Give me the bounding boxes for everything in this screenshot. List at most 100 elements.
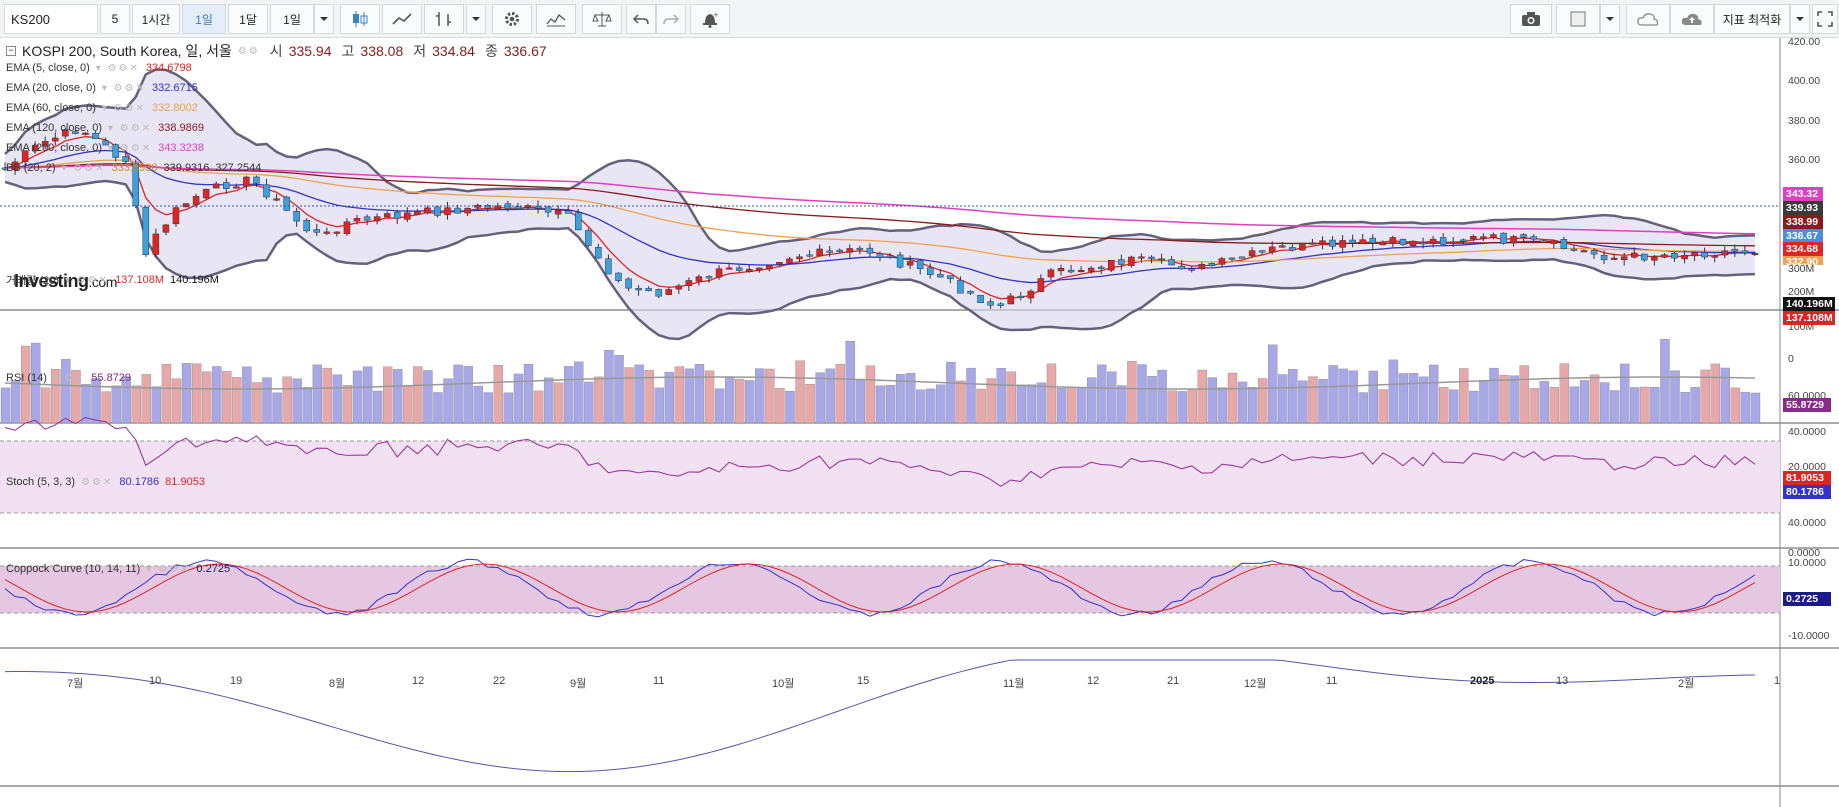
compare-button[interactable] <box>582 4 622 34</box>
candle-body <box>595 247 602 259</box>
settings-button[interactable] <box>492 4 532 34</box>
volume-bar <box>654 387 664 424</box>
rsi-legend[interactable]: RSI (14) ⚙⚙✕ 55.8729 <box>6 372 131 384</box>
legend-controls-icon[interactable]: ⚙⚙ <box>237 45 260 57</box>
bb-legend[interactable]: BB (20, 2) ▾ ⚙⚙✕ 333.5930 339.9316 327.25… <box>6 162 261 174</box>
volume-bar <box>1358 392 1368 424</box>
candle-body <box>1721 250 1729 256</box>
volume-bar <box>1408 373 1419 424</box>
ema5-legend[interactable]: EMA (5, close, 0) ▾ ⚙⚙✕ 334.6798 <box>6 62 192 74</box>
volume-legend[interactable]: 거래량 (20) ▾ ⚙⚙✕ 137.108M 140.196M <box>6 272 219 288</box>
volume-value: 140.196M <box>170 274 219 286</box>
legend-controls-icon[interactable]: ▾ ⚙⚙✕ <box>108 122 153 134</box>
chart-canvas[interactable] <box>0 38 1839 807</box>
ema200-legend[interactable]: EMA (200, close, 0) ▾ ⚙⚙✕ 343.3238 <box>6 142 204 154</box>
date-label: 21 <box>1167 675 1180 687</box>
interval-dropdown-button[interactable] <box>314 4 334 34</box>
volume-bar <box>423 370 433 424</box>
legend-controls-icon[interactable]: ▾ ⚙⚙✕ <box>61 162 106 174</box>
candle-body <box>625 278 632 289</box>
candle-body <box>92 132 99 140</box>
undo-button[interactable] <box>626 4 656 34</box>
legend-controls-icon[interactable]: ▾ ⚙⚙✕ <box>64 274 110 286</box>
interval-1d-button[interactable]: 1일 <box>182 4 226 34</box>
volume-bar <box>1599 382 1610 424</box>
coppock-legend[interactable]: Coppock Curve (10, 14, 11) ▾ ⚙⚙✕ 0.2725 <box>6 563 230 575</box>
candle-body <box>11 161 19 171</box>
candle-body <box>1490 234 1497 238</box>
ema200-price-tag: 343.32 <box>1783 187 1823 201</box>
close-value: 336.67 <box>503 43 547 59</box>
candle-body <box>1359 239 1366 245</box>
volume-bar <box>443 378 453 424</box>
legend-controls-icon[interactable]: ▾ ⚙⚙✕ <box>101 82 146 94</box>
symbol-input[interactable]: KS200 <box>4 4 98 34</box>
candle-body <box>1178 265 1185 270</box>
collapse-icon[interactable]: − <box>6 46 16 56</box>
volume-bar <box>1097 364 1107 424</box>
chart-area[interactable]: − KOSPI 200, South Korea, 일, 서울 ⚙⚙ 시 335.… <box>0 36 1839 807</box>
volume-bar <box>724 376 735 424</box>
volume-bar <box>1278 374 1288 424</box>
volume-bar <box>704 370 715 424</box>
volume-ma-tag: 137.108M <box>1783 311 1835 325</box>
volume-bar <box>735 378 745 424</box>
line-style-button[interactable] <box>382 4 422 34</box>
volume-bar <box>1499 375 1509 424</box>
candle-body <box>464 207 471 214</box>
candle-style-button[interactable] <box>340 4 380 34</box>
candle-body <box>172 207 180 225</box>
candle-body <box>957 280 964 294</box>
candle-body <box>816 248 823 257</box>
candle-body <box>424 207 431 214</box>
candle-body <box>162 224 170 233</box>
ema120-legend[interactable]: EMA (120, close, 0) ▾ ⚙⚙✕ 338.9869 <box>6 122 204 134</box>
ema60-label: EMA (60, close, 0) <box>6 102 96 114</box>
interval-1h-button[interactable]: 1시간 <box>132 4 180 34</box>
candle-body <box>675 285 683 290</box>
volume-bar <box>1630 387 1640 424</box>
bb-label: BB (20, 2) <box>6 162 56 174</box>
alert-button[interactable]: + <box>690 4 730 34</box>
stoch-legend[interactable]: Stoch (5, 3, 3) ⚙⚙✕ 80.1786 81.9053 <box>6 476 205 488</box>
interval-5-button[interactable]: 5 <box>100 4 130 34</box>
indicators-button[interactable] <box>536 4 576 34</box>
layout-dropdown[interactable] <box>1600 4 1620 34</box>
volume-bar <box>1127 361 1137 424</box>
legend-controls-icon[interactable]: ▾ ⚙⚙✕ <box>108 142 153 154</box>
cloud-load-button[interactable] <box>1670 4 1714 34</box>
chart-type-dropdown[interactable] <box>466 4 486 34</box>
optimize-indicators-button[interactable]: 지표 최적화 <box>1714 4 1790 34</box>
candle-body <box>202 188 210 199</box>
volume-bar <box>644 370 654 424</box>
snapshot-button[interactable] <box>1510 4 1552 34</box>
bar-style-button[interactable] <box>424 4 464 34</box>
legend-controls-icon[interactable]: ⚙⚙✕ <box>81 476 114 488</box>
volume-bar <box>986 378 996 424</box>
volume-bar <box>101 391 111 424</box>
candle-body <box>1510 236 1517 244</box>
interval-1w-button[interactable]: 1달 <box>228 4 268 34</box>
volume-bar <box>372 390 383 424</box>
candle-body <box>112 144 119 158</box>
volume-bar <box>383 366 393 424</box>
optimize-dropdown[interactable] <box>1790 4 1810 34</box>
candle-body <box>313 229 321 233</box>
volume-bar <box>51 369 61 424</box>
cloud-save-button[interactable] <box>1626 4 1670 34</box>
ema60-legend[interactable]: EMA (60, close, 0) ▾ ⚙⚙✕ 332.8002 <box>6 102 198 114</box>
candle-body <box>434 206 441 216</box>
interval-1m-button[interactable]: 1일 <box>270 4 314 34</box>
candle-body <box>1540 240 1547 243</box>
legend-controls-icon[interactable]: ▾ ⚙⚙✕ <box>95 62 140 74</box>
legend-controls-icon[interactable]: ▾ ⚙⚙✕ <box>101 102 146 114</box>
volume-bar <box>785 390 795 424</box>
layout-button[interactable] <box>1556 4 1600 34</box>
ema20-legend[interactable]: EMA (20, close, 0) ▾ ⚙⚙✕ 332.6715 <box>6 82 198 94</box>
fullscreen-button[interactable] <box>1812 4 1838 34</box>
candle-body <box>766 265 773 270</box>
legend-controls-icon[interactable]: ⚙⚙✕ <box>52 372 86 384</box>
legend-controls-icon[interactable]: ▾ ⚙⚙✕ <box>146 563 191 575</box>
date-label: 10 <box>149 675 162 687</box>
redo-button[interactable] <box>656 4 686 34</box>
